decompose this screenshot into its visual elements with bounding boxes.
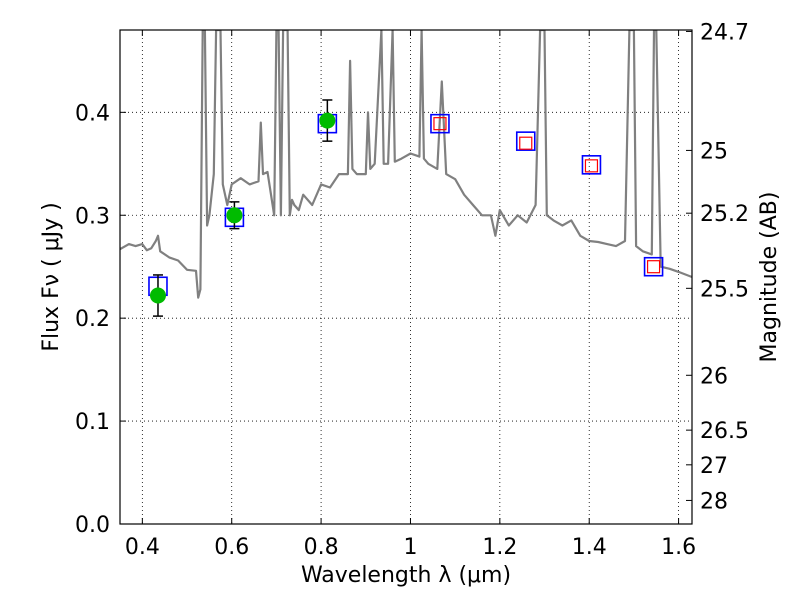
predicted-photometry-box <box>646 260 661 274</box>
x-axis-label: Wavelength λ (μm) <box>301 563 511 588</box>
model-photometry-box <box>430 113 450 134</box>
predicted-photometry-box <box>519 136 533 150</box>
x-tick-label: 1.4 <box>572 535 607 560</box>
x-tick-label: 1.6 <box>661 535 696 560</box>
model-photometry-box <box>515 131 536 151</box>
right-tick-label: 25.2 <box>700 202 749 227</box>
right-tick-label: 26.5 <box>700 419 749 444</box>
sed-model-line <box>120 30 692 299</box>
y-tick-label: 0.1 <box>75 410 110 435</box>
x-tick-label: 0.6 <box>214 535 249 560</box>
y-tick-label: 0.3 <box>75 204 110 229</box>
predicted-photometry-box <box>433 117 447 131</box>
predicted-photometry-box <box>584 159 599 173</box>
y-tick-label: 0.4 <box>75 101 110 126</box>
plot-area <box>120 30 692 317</box>
right-tick-label: 25.5 <box>700 277 749 302</box>
x-tick-label: 1 <box>403 535 417 560</box>
observed-flux-point <box>319 112 336 129</box>
x-tick-label: 0.4 <box>125 535 160 560</box>
x-tick-label: 0.8 <box>304 535 339 560</box>
right-tick-label: 27 <box>700 454 728 479</box>
y-axis-label: Flux Fν ( μJy ) <box>39 202 64 351</box>
right-tick-label: 25 <box>700 139 728 164</box>
model-photometry-box <box>581 155 602 175</box>
right-tick-label: 28 <box>700 489 728 514</box>
model-photometry-box <box>643 256 664 277</box>
right-tick-label: 24.7 <box>700 20 749 45</box>
right-axis-label: Magnitude (AB) <box>757 192 782 363</box>
right-tick-label: 26 <box>700 364 728 389</box>
observed-flux-point <box>149 287 166 304</box>
axes: 0.4 0.6 0.8 1 1.2 1.4 1.6 0.0 0.1 0.2 0.3 0.4 24.7 25… <box>75 20 749 560</box>
y-tick-label: 0.0 <box>75 513 110 538</box>
observed-flux-point <box>226 207 243 224</box>
plot-frame <box>119 29 693 525</box>
x-tick-label: 1.2 <box>482 535 517 560</box>
y-tick-label: 0.2 <box>75 307 110 332</box>
